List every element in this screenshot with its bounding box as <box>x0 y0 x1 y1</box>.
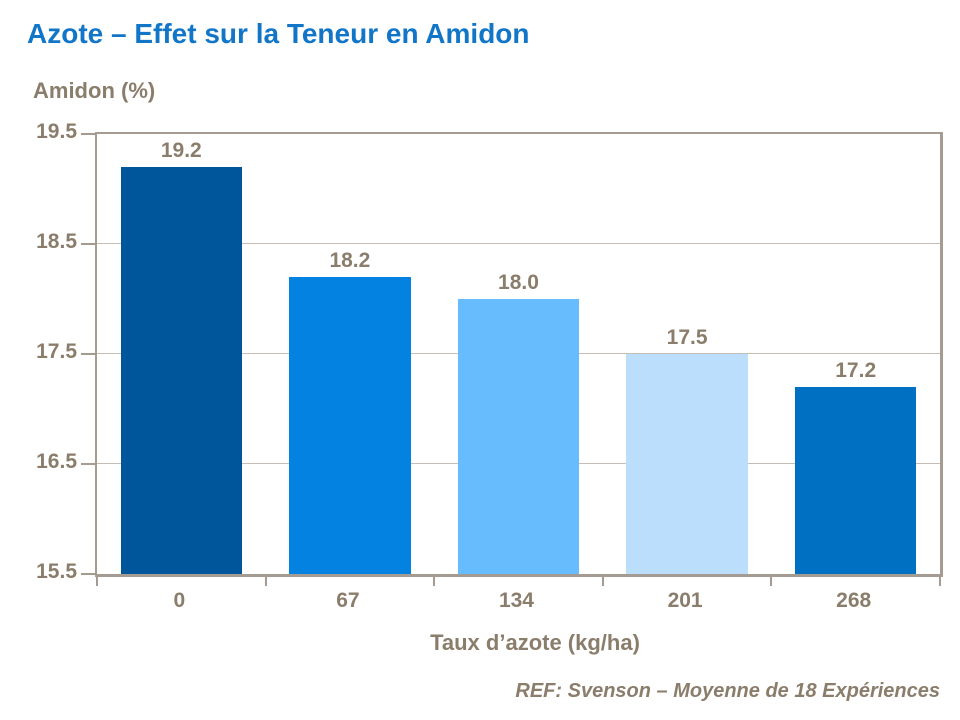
y-axis-tick <box>81 573 95 575</box>
y-tick-label: 16.5 <box>36 450 77 473</box>
bar-67 <box>289 277 411 574</box>
y-tick-label: 15.5 <box>36 560 77 583</box>
x-tick-label: 0 <box>173 589 186 612</box>
x-tick-label: 67 <box>336 589 360 612</box>
page-title: Azote – Effet sur la Teneur en Amidon <box>27 18 530 49</box>
x-axis-tick <box>939 577 941 586</box>
x-axis-tick <box>601 577 604 586</box>
bar-201 <box>626 354 748 574</box>
x-axis-tick <box>96 577 98 586</box>
x-axis-tick <box>264 577 267 586</box>
x-tick-label: 201 <box>667 589 703 612</box>
y-tick-label: 17.5 <box>36 340 77 363</box>
x-tick-label: 134 <box>498 589 534 612</box>
bar-0 <box>120 167 242 574</box>
x-axis: 0 67 134 201 268 <box>95 589 938 615</box>
x-axis-tick <box>433 577 436 586</box>
x-tick-label: 268 <box>836 589 872 612</box>
bar-value-label: 17.2 <box>835 359 877 382</box>
x-axis-tick <box>770 577 773 586</box>
bar-value-label: 18.2 <box>329 249 371 272</box>
y-axis-title: Amidon (%) <box>33 78 156 103</box>
bar-value-label: 19.2 <box>160 139 202 162</box>
y-axis: 19.5 18.5 17.5 16.5 15.5 <box>0 120 77 583</box>
bar-268 <box>795 387 917 574</box>
y-axis-tick <box>81 133 95 135</box>
bar-value-label: 17.5 <box>666 326 708 349</box>
gridline <box>97 243 940 244</box>
bar-134 <box>457 299 580 574</box>
y-axis-tick <box>81 463 95 465</box>
reference-text: REF: Svenson – Moyenne de 18 Expériences <box>515 680 940 702</box>
y-tick-label: 19.5 <box>36 120 77 143</box>
y-axis-tick <box>81 243 95 245</box>
x-axis-title: Taux d’azote (kg/ha) <box>430 630 640 655</box>
plot-area: 19.2 18.2 18.0 17.5 17.2 <box>81 132 943 586</box>
bar-value-label: 18.0 <box>498 271 539 294</box>
y-tick-label: 18.5 <box>36 230 77 253</box>
y-axis-tick <box>81 353 95 355</box>
